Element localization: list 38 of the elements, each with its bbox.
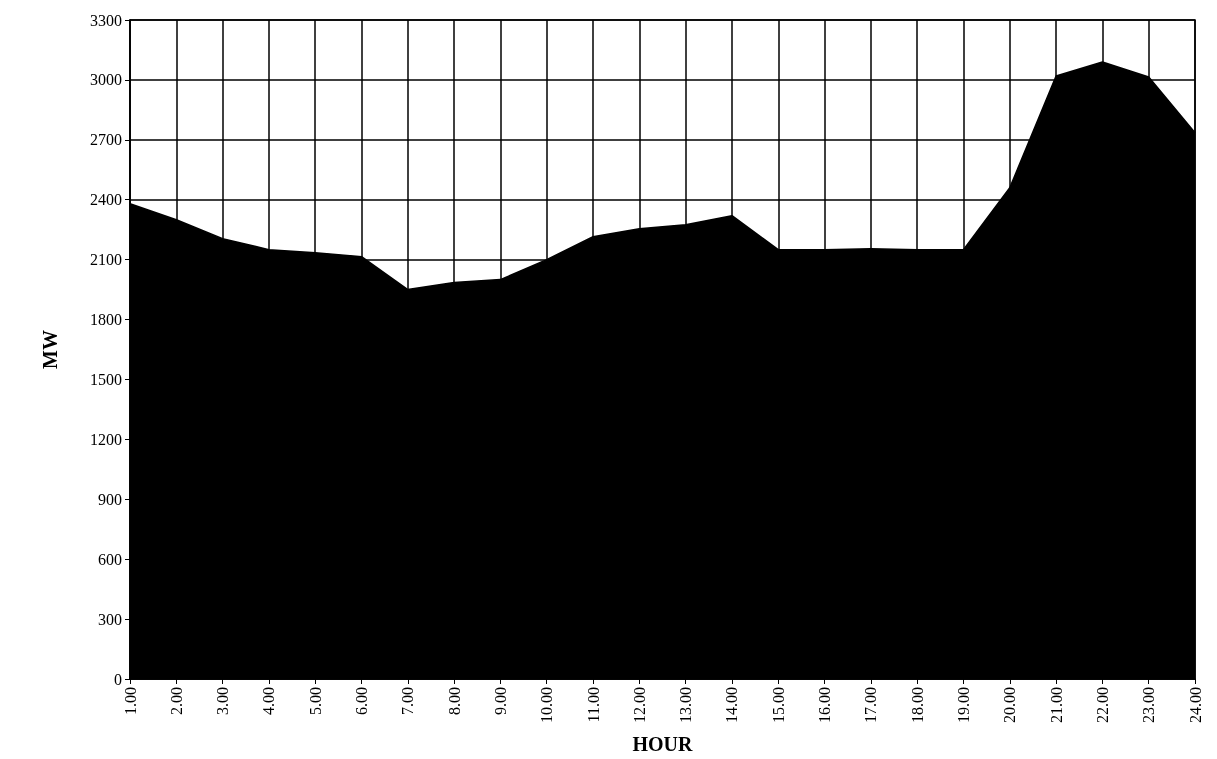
x-tick-label: 14.00 [723, 687, 741, 723]
x-tick-label: 8.00 [445, 687, 463, 715]
x-tick-label: 24.00 [1186, 687, 1204, 723]
x-tick-label: 11.00 [584, 687, 602, 723]
y-tick-label: 2400 [90, 191, 122, 209]
x-tick-label: 6.00 [353, 687, 371, 715]
x-tick-label: 2.00 [167, 687, 185, 715]
x-tick-label: 10.00 [538, 687, 556, 723]
y-tick-label: 1800 [90, 311, 122, 329]
y-tick-label: 2100 [90, 251, 122, 269]
y-tick-label: 900 [98, 490, 122, 508]
x-tick-label: 19.00 [954, 687, 972, 723]
x-tick-label: 13.00 [677, 687, 695, 723]
y-tick-label: 1200 [90, 430, 122, 448]
x-tick-label: 20.00 [1001, 687, 1019, 723]
y-tick-label: 2700 [90, 131, 122, 149]
y-tick-label: 3000 [90, 71, 122, 89]
x-tick-label: 23.00 [1140, 687, 1158, 723]
x-tick-label: 16.00 [816, 687, 834, 723]
y-tick-label: 600 [98, 550, 122, 568]
y-tick-label: 300 [98, 610, 122, 628]
x-tick-label: 7.00 [399, 687, 417, 715]
x-axis-title: HOUR [632, 733, 694, 755]
y-tick-label: 1500 [90, 370, 122, 388]
x-tick-label: 17.00 [862, 687, 880, 723]
x-tick-label: 9.00 [491, 687, 509, 715]
x-tick-label: 22.00 [1093, 687, 1111, 723]
x-tick-label: 18.00 [908, 687, 926, 723]
x-tick-label: 15.00 [769, 687, 787, 723]
x-tick-label: 21.00 [1047, 687, 1065, 723]
y-tick-label: 3300 [90, 11, 122, 29]
x-tick-label: 4.00 [260, 687, 278, 715]
y-tick-label: 0 [114, 670, 122, 688]
x-tick-label: 12.00 [630, 687, 648, 723]
x-tick-label: 1.00 [121, 687, 139, 715]
x-tick-label: 5.00 [306, 687, 324, 715]
x-tick-label: 3.00 [214, 687, 232, 715]
y-axis-title: MW [39, 330, 61, 369]
